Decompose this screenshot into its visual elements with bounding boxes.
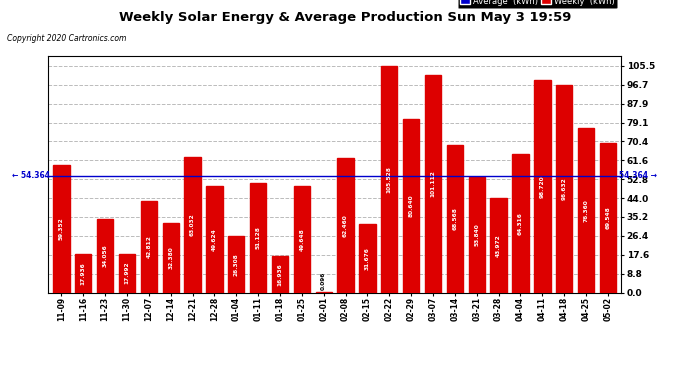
Text: 59.352: 59.352 bbox=[59, 217, 64, 240]
Text: 34.056: 34.056 bbox=[103, 244, 108, 267]
Text: 96.632: 96.632 bbox=[562, 177, 566, 200]
Text: 31.676: 31.676 bbox=[365, 247, 370, 270]
Text: 105.528: 105.528 bbox=[387, 166, 392, 193]
Text: ← 54.364: ← 54.364 bbox=[12, 171, 50, 180]
Text: 17.992: 17.992 bbox=[124, 262, 130, 285]
Bar bbox=[359, 225, 375, 292]
Text: 54.364 →: 54.364 → bbox=[619, 171, 657, 180]
Bar bbox=[206, 186, 223, 292]
Bar bbox=[469, 177, 485, 292]
Bar bbox=[491, 198, 506, 292]
Text: 80.640: 80.640 bbox=[408, 195, 414, 217]
Bar bbox=[403, 119, 420, 292]
Bar bbox=[425, 75, 441, 292]
Text: 69.548: 69.548 bbox=[605, 207, 611, 229]
Text: 43.972: 43.972 bbox=[496, 234, 501, 256]
Bar bbox=[556, 85, 573, 292]
Legend: Average  (kWh), Weekly  (kWh): Average (kWh), Weekly (kWh) bbox=[457, 0, 617, 8]
Bar bbox=[163, 223, 179, 292]
Bar bbox=[446, 145, 463, 292]
Text: 101.112: 101.112 bbox=[431, 171, 435, 197]
Bar bbox=[578, 129, 594, 292]
Bar bbox=[119, 254, 135, 292]
Text: 26.308: 26.308 bbox=[234, 253, 239, 276]
Text: 0.096: 0.096 bbox=[322, 272, 326, 290]
Text: 53.840: 53.840 bbox=[474, 223, 480, 246]
Bar bbox=[250, 183, 266, 292]
Text: 98.720: 98.720 bbox=[540, 175, 545, 198]
Text: 51.128: 51.128 bbox=[255, 226, 261, 249]
Text: 63.032: 63.032 bbox=[190, 213, 195, 236]
Text: 76.360: 76.360 bbox=[584, 199, 589, 222]
Bar bbox=[534, 81, 551, 292]
Bar bbox=[294, 186, 310, 292]
Bar bbox=[97, 219, 113, 292]
Text: 49.648: 49.648 bbox=[299, 228, 304, 251]
Text: 32.380: 32.380 bbox=[168, 246, 173, 269]
Bar bbox=[53, 165, 70, 292]
Text: 17.936: 17.936 bbox=[81, 262, 86, 285]
Text: 62.460: 62.460 bbox=[343, 214, 348, 237]
Bar bbox=[337, 158, 354, 292]
Bar bbox=[228, 236, 244, 292]
Bar bbox=[272, 256, 288, 292]
Text: Weekly Solar Energy & Average Production Sun May 3 19:59: Weekly Solar Energy & Average Production… bbox=[119, 11, 571, 24]
Text: Copyright 2020 Cartronics.com: Copyright 2020 Cartronics.com bbox=[7, 34, 126, 43]
Text: 68.568: 68.568 bbox=[453, 207, 457, 230]
Bar bbox=[75, 254, 92, 292]
Text: 49.624: 49.624 bbox=[212, 228, 217, 251]
Bar bbox=[141, 201, 157, 292]
Bar bbox=[184, 157, 201, 292]
Text: 16.936: 16.936 bbox=[277, 263, 282, 286]
Text: 64.316: 64.316 bbox=[518, 212, 523, 235]
Bar bbox=[381, 66, 397, 292]
Text: 42.812: 42.812 bbox=[146, 235, 151, 258]
Bar bbox=[512, 154, 529, 292]
Bar bbox=[600, 143, 616, 292]
